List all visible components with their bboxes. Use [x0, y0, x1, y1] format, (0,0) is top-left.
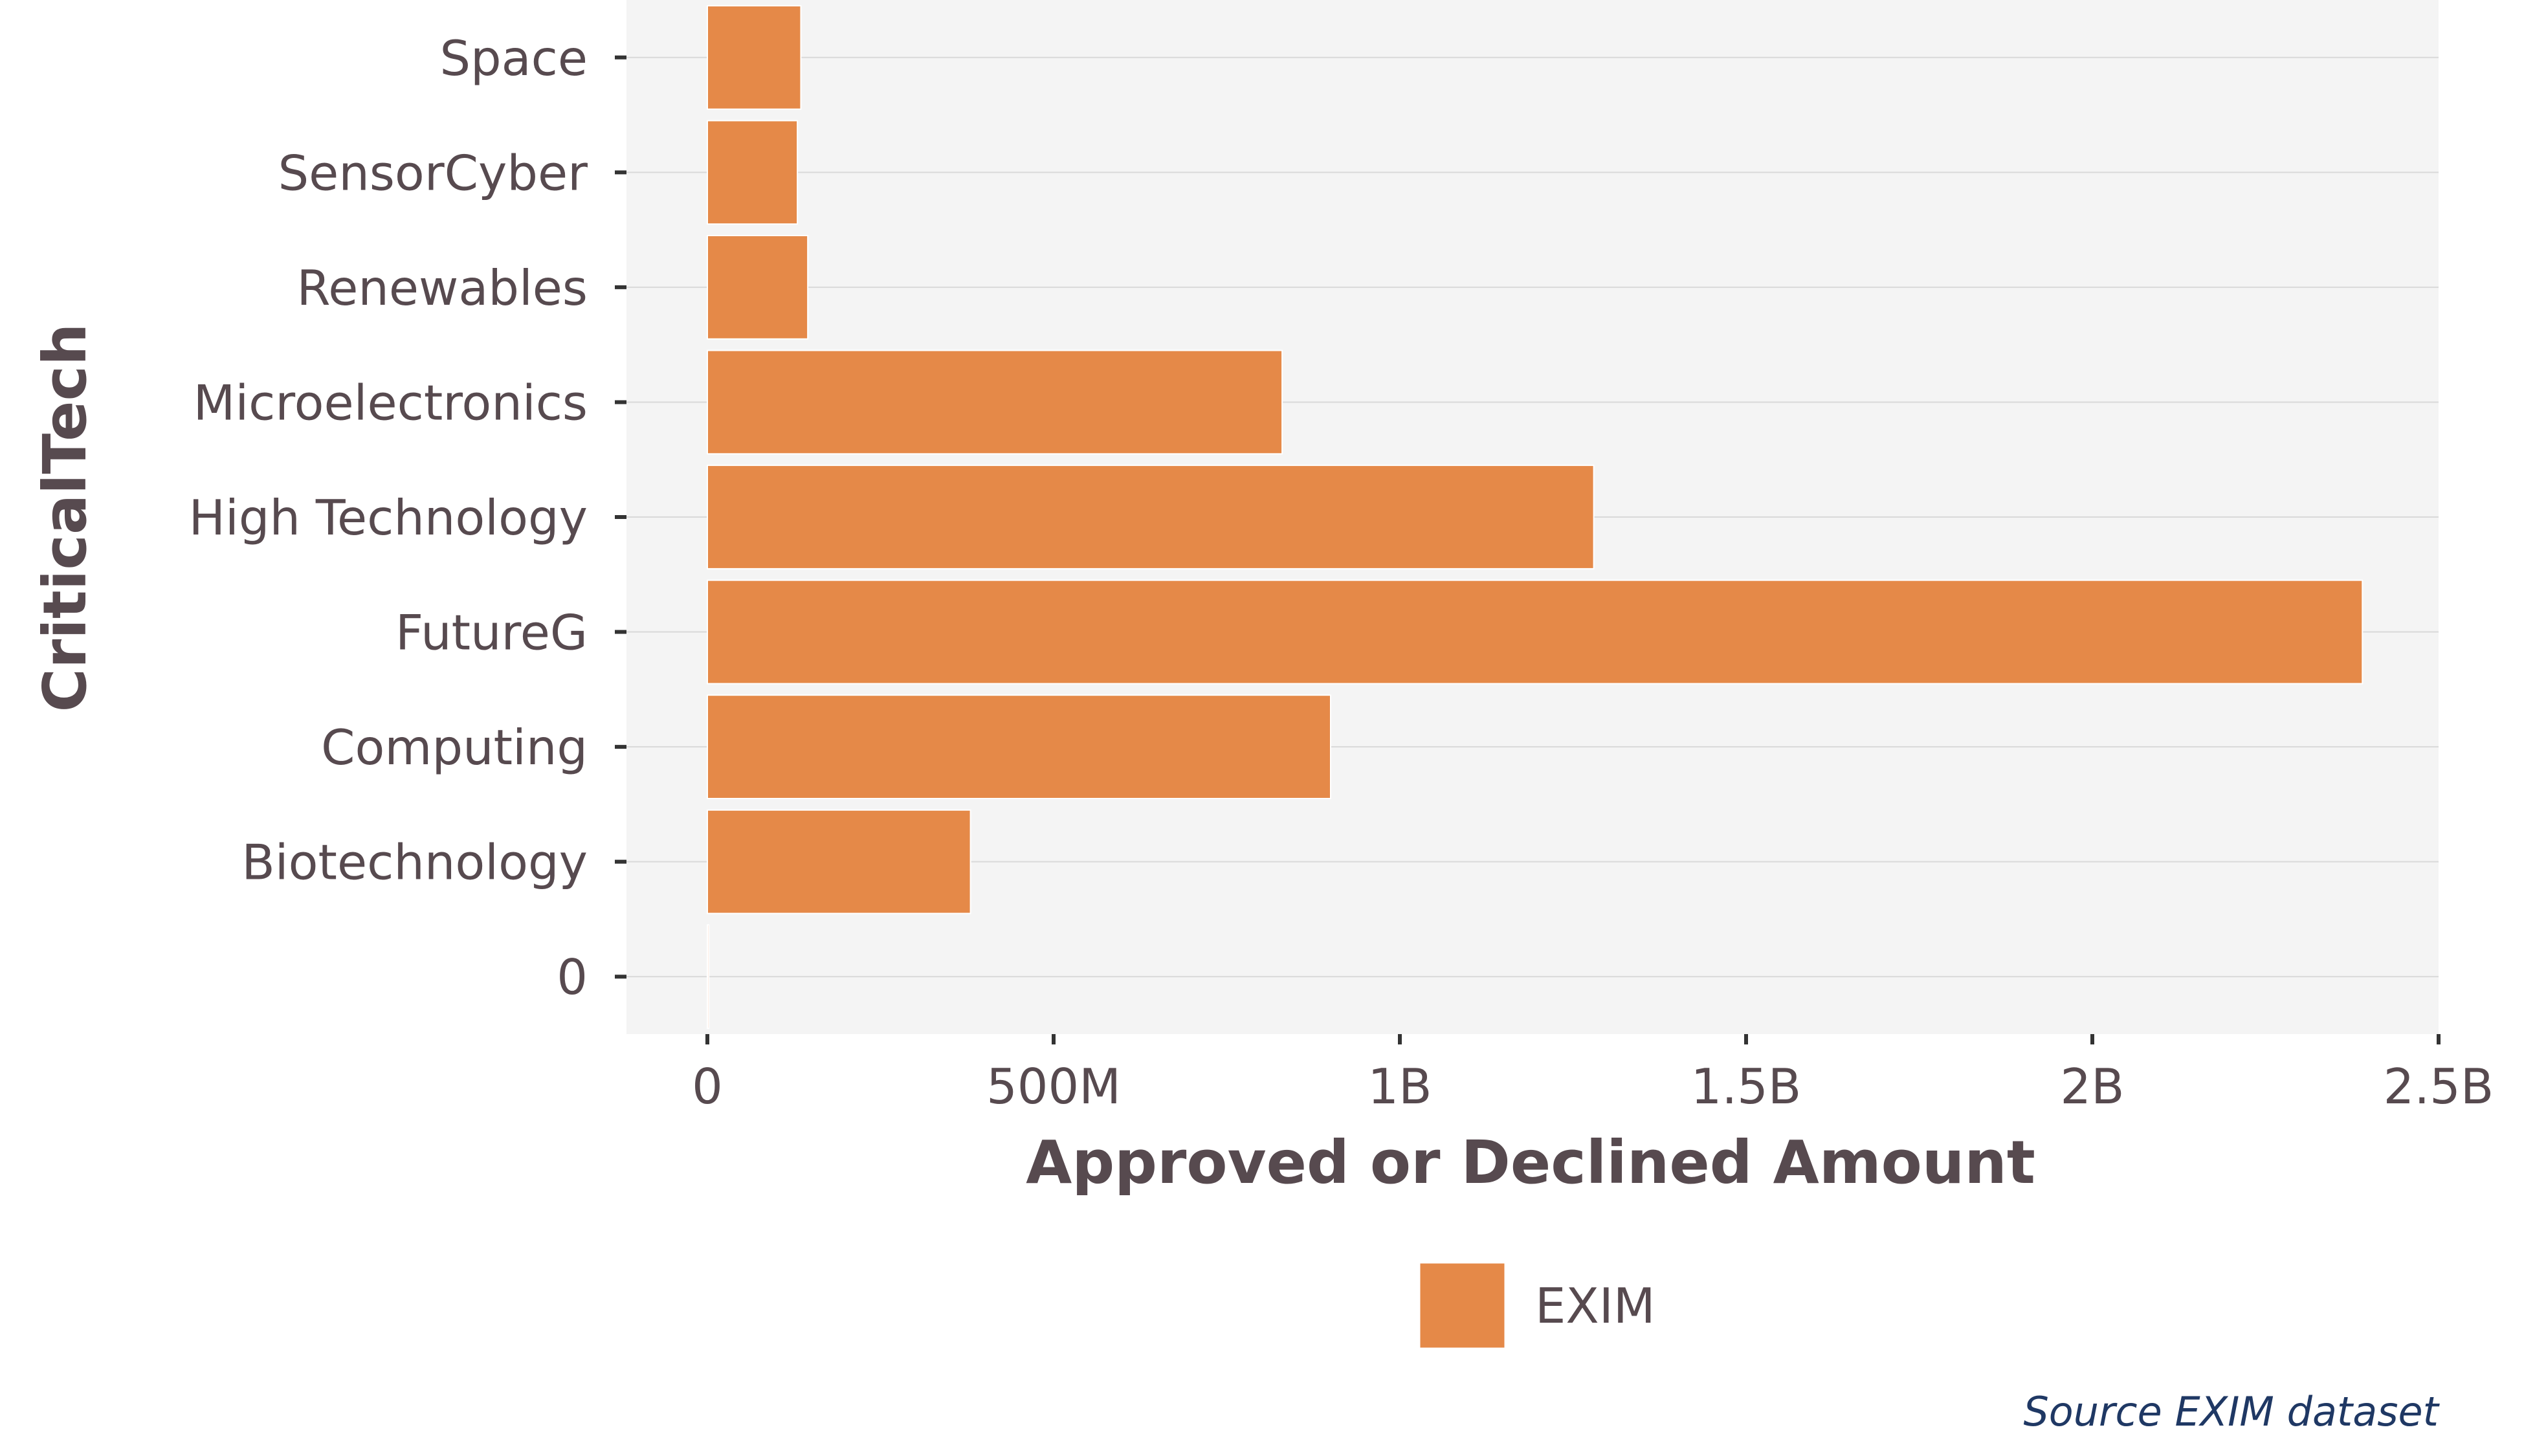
- y-tick-label-computing: Computing: [321, 719, 588, 776]
- y-tick-label-space: Space: [439, 30, 588, 87]
- source-caption: Source EXIM dataset: [2023, 1388, 2440, 1435]
- x-axis-title: Approved or Declined Amount: [1026, 1128, 2035, 1197]
- legend: EXIM: [1417, 1260, 1655, 1351]
- bar-futureg: [707, 579, 2363, 685]
- bar-microelectronics: [707, 349, 1283, 455]
- y-tick-label-microelectronics: Microelectronics: [194, 374, 588, 431]
- bar-space: [707, 5, 802, 110]
- bar-renewables: [707, 234, 809, 340]
- bar-sensorcyber: [707, 120, 799, 225]
- bar-computing: [707, 694, 1331, 800]
- x-tick-label: 1B: [1367, 1058, 1432, 1115]
- bar-0: [707, 924, 710, 1030]
- y-axis: 0 Biotechnology Computing FutureG High Techn…: [189, 30, 626, 1006]
- x-tick-label: 2B: [2060, 1058, 2124, 1115]
- y-tick-label-futureg: FutureG: [395, 604, 588, 661]
- bars: [707, 5, 2363, 1030]
- bar-high-technology: [707, 465, 1595, 569]
- y-tick-label-biotechnology: Biotechnology: [241, 834, 588, 891]
- y-tick-label-0: 0: [557, 949, 588, 1006]
- y-tick-label-high-technology: High Technology: [189, 489, 588, 546]
- legend-swatch-exim: [1417, 1260, 1508, 1351]
- x-tick-label: 0: [692, 1058, 723, 1115]
- x-axis: 0 500M 1B 1.5B 2B 2.5B: [692, 1034, 2494, 1115]
- bar-biotechnology: [707, 809, 971, 914]
- legend-label-exim: EXIM: [1535, 1277, 1655, 1334]
- x-tick-label: 2.5B: [2384, 1058, 2494, 1115]
- y-tick-label-renewables: Renewables: [296, 259, 588, 316]
- y-axis-title: CriticalTech: [30, 323, 100, 712]
- x-tick-label: 500M: [986, 1058, 1121, 1115]
- x-tick-label: 1.5B: [1691, 1058, 1802, 1115]
- y-tick-label-sensorcyber: SensorCyber: [278, 144, 588, 201]
